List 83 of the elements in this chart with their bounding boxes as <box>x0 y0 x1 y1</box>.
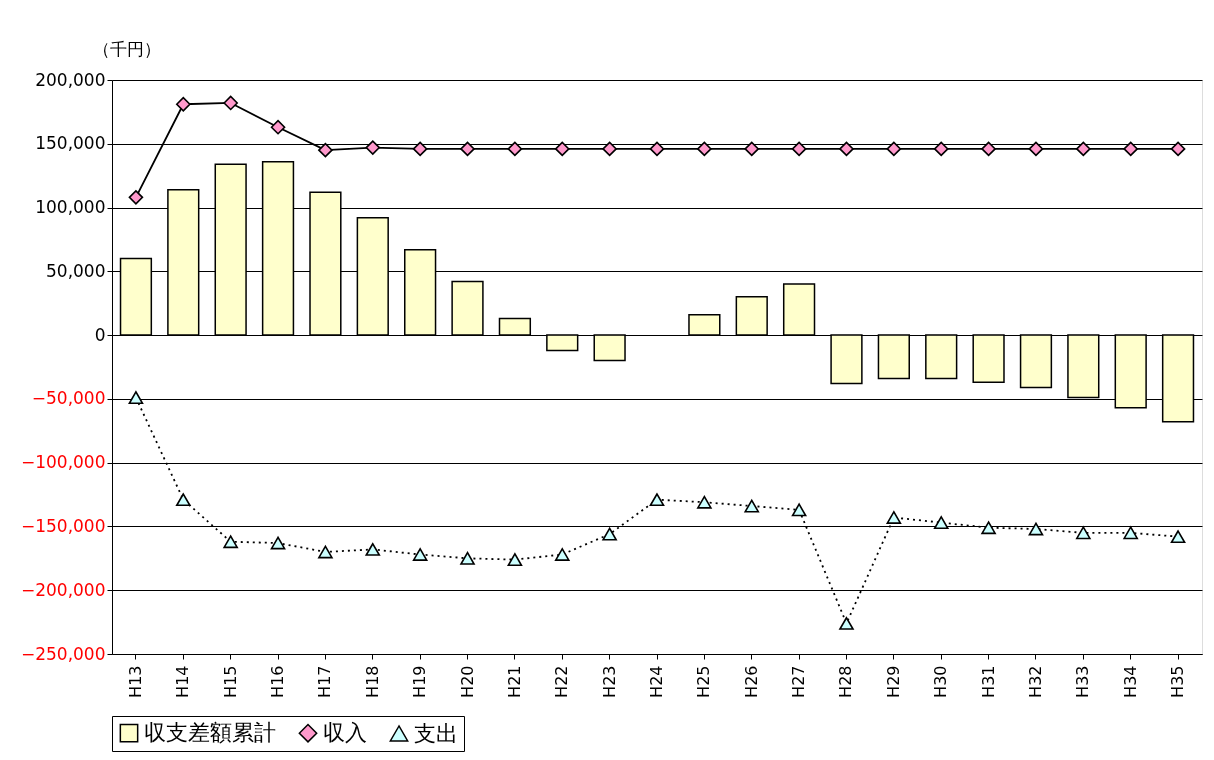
x-tick-label: H17 <box>315 665 335 698</box>
x-tick-label: H30 <box>931 665 951 698</box>
point <box>1170 530 1186 544</box>
point <box>223 95 238 111</box>
x-tick-label: H26 <box>741 665 761 698</box>
point <box>886 141 902 157</box>
x-tick-label: H23 <box>599 665 619 698</box>
point <box>1123 141 1139 157</box>
point <box>365 542 381 556</box>
y-tick-label: 50,000 <box>46 260 106 281</box>
point <box>460 141 475 157</box>
point <box>981 141 996 157</box>
point <box>1123 526 1139 540</box>
point <box>554 548 570 561</box>
y-axis-title: （千円） <box>92 38 161 59</box>
x-tick-label: H34 <box>1120 665 1140 698</box>
point <box>128 190 144 205</box>
point <box>697 495 712 509</box>
point <box>839 141 854 157</box>
point <box>318 545 333 559</box>
point <box>886 511 902 524</box>
x-tick-label: H31 <box>978 665 998 698</box>
point <box>554 141 570 157</box>
point <box>602 527 617 541</box>
point <box>223 535 238 549</box>
point <box>744 499 760 513</box>
point <box>839 616 854 630</box>
point <box>602 141 617 157</box>
x-tick-label: H25 <box>694 665 714 698</box>
point <box>649 493 665 507</box>
point <box>460 551 475 565</box>
y-tick-label: 150,000 <box>35 133 106 154</box>
legend-label: 支出 <box>414 720 458 746</box>
point <box>507 141 523 157</box>
point <box>744 141 760 157</box>
point <box>1028 522 1044 536</box>
y-tick-label: −250,000 <box>20 643 106 664</box>
point <box>412 141 428 157</box>
point <box>318 142 333 158</box>
point <box>791 503 807 517</box>
y-tick-label: −50,000 <box>31 388 106 409</box>
point <box>128 391 144 405</box>
y-tick-label: −100,000 <box>20 452 106 473</box>
point <box>1076 526 1091 540</box>
x-tick-label: H19 <box>410 665 430 698</box>
x-tick-label: H21 <box>504 665 524 698</box>
x-tick-label: H14 <box>173 665 193 698</box>
x-tick-label: H15 <box>220 665 240 698</box>
point <box>649 141 665 157</box>
point <box>933 516 949 530</box>
y-tick-label: 100,000 <box>35 197 106 218</box>
point <box>1028 141 1044 157</box>
point <box>365 140 381 155</box>
y-tick-label: −150,000 <box>20 515 106 536</box>
point <box>175 96 191 112</box>
point <box>507 553 523 567</box>
point <box>981 521 996 535</box>
point <box>933 141 949 157</box>
x-tick-label: H28 <box>836 665 856 698</box>
y-tick-label: 200,000 <box>35 69 106 90</box>
point <box>412 548 428 561</box>
point <box>1170 141 1186 157</box>
point <box>270 536 286 550</box>
y-tick-label: −200,000 <box>20 579 106 600</box>
x-tick-label: H29 <box>883 665 903 698</box>
point <box>270 119 286 135</box>
x-tick-label: H22 <box>552 665 572 698</box>
x-tick-label: H16 <box>268 665 288 698</box>
x-tick-label: H33 <box>1073 665 1093 698</box>
point <box>1076 141 1091 157</box>
x-tick-label: H24 <box>647 665 666 698</box>
point <box>697 141 712 157</box>
x-tick-label: H32 <box>1025 665 1045 698</box>
x-tick-label: H35 <box>1168 665 1188 698</box>
legend-label: 収支差額累計 <box>144 720 276 746</box>
point <box>175 493 191 507</box>
x-tick-label: H27 <box>789 665 809 698</box>
x-tick-label: H13 <box>125 665 145 698</box>
x-tick-label: H18 <box>362 665 382 698</box>
legend-label: 収入 <box>323 720 367 746</box>
point <box>791 141 807 157</box>
x-tick-label: H20 <box>457 665 477 698</box>
y-tick-label: 0 <box>94 324 106 345</box>
